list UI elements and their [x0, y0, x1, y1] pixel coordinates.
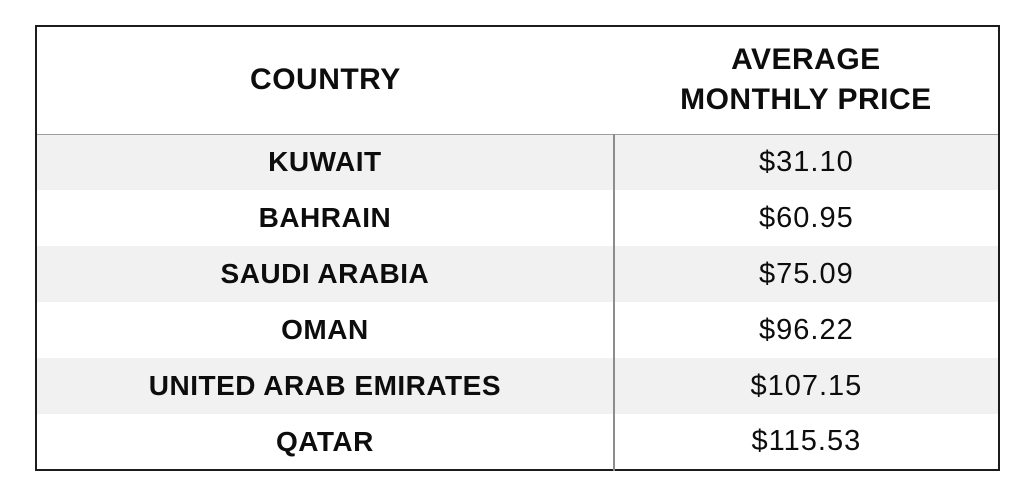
table-row: OMAN $96.22	[36, 302, 999, 358]
price-cell: $96.22	[759, 313, 854, 346]
country-cell: BAHRAIN	[36, 190, 615, 246]
column-header-price-label: AVERAGE MONTHLY PRICE	[680, 42, 932, 117]
price-cell: $60.95	[759, 201, 854, 234]
column-header-country: COUNTRY	[36, 26, 614, 135]
country-cell: SAUDI ARABIA	[36, 246, 615, 302]
price-cell: $75.09	[759, 257, 854, 290]
country-cell: OMAN	[36, 302, 615, 358]
column-header-country-label: COUNTRY	[250, 63, 401, 96]
price-cell: $107.15	[750, 369, 863, 402]
column-header-price: AVERAGE MONTHLY PRICE	[613, 26, 999, 135]
price-cell: $31.10	[759, 145, 854, 178]
price-table: COUNTRY AVERAGE MONTHLY PRICE KUWAIT $31…	[35, 25, 1000, 471]
country-cell: UNITED ARAB EMIRATES	[36, 358, 615, 414]
table-row: QATAR $115.53	[36, 414, 999, 470]
header-row: COUNTRY AVERAGE MONTHLY PRICE	[36, 26, 999, 135]
table-row: SAUDI ARABIA $75.09	[36, 246, 999, 302]
price-cell: $115.53	[751, 425, 862, 457]
table-row: KUWAIT $31.10	[36, 134, 999, 190]
table-row: BAHRAIN $60.95	[36, 190, 999, 246]
country-cell: QATAR	[36, 414, 615, 470]
country-cell: KUWAIT	[36, 134, 615, 190]
table-row: UNITED ARAB EMIRATES $107.15	[36, 358, 999, 414]
